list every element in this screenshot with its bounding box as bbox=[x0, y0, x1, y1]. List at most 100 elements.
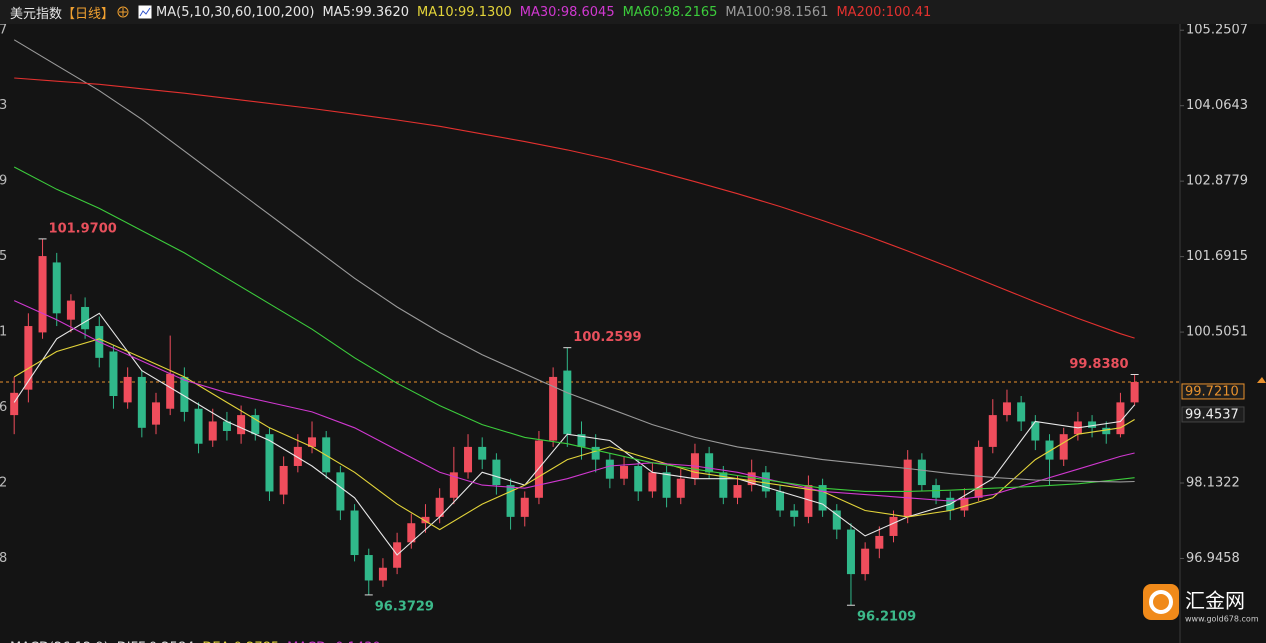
candle-body bbox=[10, 392, 19, 416]
ma-line bbox=[13, 312, 1136, 556]
ma-title: MA(5,10,30,60,100,200) bbox=[156, 4, 315, 20]
left-tick-label: 3 bbox=[0, 98, 7, 113]
price-label: 99.7210 bbox=[1185, 384, 1239, 399]
extreme-label: 101.9700 bbox=[49, 221, 117, 236]
candle-body bbox=[776, 491, 785, 511]
candle-body bbox=[832, 510, 841, 530]
left-tick-label: 1 bbox=[0, 325, 7, 340]
candle-body bbox=[846, 529, 855, 575]
price-label-box bbox=[1181, 383, 1245, 400]
left-tick-label: 6 bbox=[0, 400, 7, 415]
candle-body bbox=[974, 446, 983, 498]
ma-line bbox=[13, 166, 1135, 492]
candle-body bbox=[81, 306, 90, 330]
candle-body bbox=[719, 472, 728, 498]
candle-body bbox=[917, 459, 926, 486]
ma-icon[interactable] bbox=[138, 5, 152, 19]
candle-body bbox=[350, 510, 359, 556]
y-tick-label: 100.5051 bbox=[1186, 325, 1248, 340]
footer-label: DIFF:0.2584 bbox=[117, 641, 195, 643]
candle-body bbox=[251, 415, 260, 435]
footer-label: MACD(26,12,9) bbox=[10, 641, 109, 643]
candle-body bbox=[180, 376, 189, 412]
candle-body bbox=[804, 485, 813, 517]
candle-body bbox=[38, 256, 47, 333]
left-tick-label: 9 bbox=[0, 174, 7, 189]
add-icon[interactable] bbox=[116, 5, 130, 19]
candle-body bbox=[790, 510, 799, 517]
candle-body bbox=[336, 472, 345, 511]
candle-body bbox=[988, 415, 997, 447]
candle-body bbox=[520, 497, 529, 517]
candle-body bbox=[378, 567, 387, 581]
legend-entry: MA60:98.2165 bbox=[622, 4, 718, 20]
footer-label: MACD:-0.1430 bbox=[287, 641, 381, 643]
legend-entry: MA200:100.41 bbox=[836, 4, 932, 20]
candle-body bbox=[620, 465, 629, 479]
candle-body bbox=[534, 440, 543, 498]
logo-mark bbox=[1143, 584, 1179, 620]
candle-body bbox=[237, 415, 246, 435]
logo: 汇金网 www.gold678.com bbox=[1143, 584, 1259, 624]
candle-body bbox=[818, 485, 827, 511]
y-tick-label: 96.9458 bbox=[1186, 551, 1240, 566]
legend-entry: MA5:99.3620 bbox=[322, 4, 409, 20]
candle-body bbox=[1116, 402, 1125, 435]
left-tick-label: 5 bbox=[0, 249, 7, 264]
extreme-label: 100.2599 bbox=[573, 330, 641, 345]
candle-body bbox=[137, 376, 146, 428]
title: 美元指数 bbox=[10, 6, 63, 22]
candle-body bbox=[506, 485, 515, 517]
candle-body bbox=[109, 351, 118, 397]
extreme-label: 96.3729 bbox=[375, 599, 434, 614]
candle-body bbox=[1002, 402, 1011, 416]
candle-body bbox=[549, 376, 558, 441]
y-tick-label: 98.1322 bbox=[1186, 476, 1240, 491]
candle-body bbox=[123, 376, 132, 403]
left-tick-label: 8 bbox=[0, 551, 7, 566]
candle-body bbox=[308, 437, 317, 447]
candle-body bbox=[875, 535, 884, 549]
candle-body bbox=[1059, 434, 1068, 460]
candle-body bbox=[662, 472, 671, 498]
candle-body bbox=[265, 434, 274, 492]
candle-body bbox=[66, 300, 75, 320]
candle-body bbox=[279, 465, 288, 495]
ma-line bbox=[13, 338, 1135, 531]
candle-body bbox=[364, 555, 373, 581]
candle-body bbox=[932, 485, 941, 498]
price-marker bbox=[1257, 376, 1266, 383]
candle-body bbox=[889, 516, 898, 536]
legend: MA(5,10,30,60,100,200) MA5:99.3620 MA10:9… bbox=[156, 5, 939, 20]
candle-body bbox=[577, 434, 586, 447]
candle-body bbox=[478, 446, 487, 460]
price-label: 99.4537 bbox=[1185, 407, 1239, 422]
extreme-label: 96.2109 bbox=[857, 610, 916, 625]
candle-body bbox=[293, 446, 302, 466]
left-tick-label: 2 bbox=[0, 476, 7, 491]
ma-line bbox=[14, 77, 1135, 339]
candle-body bbox=[208, 421, 217, 441]
candle-body bbox=[861, 548, 870, 575]
period[interactable]: 【日线】 bbox=[62, 6, 115, 22]
candle-body bbox=[761, 472, 770, 492]
legend-entry: MA10:99.1300 bbox=[417, 4, 512, 20]
candle-body bbox=[605, 459, 614, 479]
candle-body bbox=[152, 402, 161, 425]
candle-body bbox=[1088, 421, 1097, 428]
candle-body bbox=[676, 478, 685, 498]
candle-body bbox=[1102, 427, 1111, 435]
candle-body bbox=[166, 373, 175, 409]
logo-mark bbox=[1149, 590, 1173, 614]
candle-body bbox=[1130, 382, 1139, 403]
candle-body bbox=[634, 465, 643, 492]
candle-body bbox=[903, 459, 912, 517]
candle-body bbox=[705, 453, 714, 473]
candle-body bbox=[591, 446, 600, 460]
left-tick-label: 7 bbox=[0, 23, 7, 38]
legend-entry: MA30:98.6045 bbox=[519, 4, 615, 20]
y-tick-label: 102.8779 bbox=[1186, 174, 1248, 189]
candle-body bbox=[194, 408, 203, 444]
candle-body bbox=[24, 326, 33, 390]
